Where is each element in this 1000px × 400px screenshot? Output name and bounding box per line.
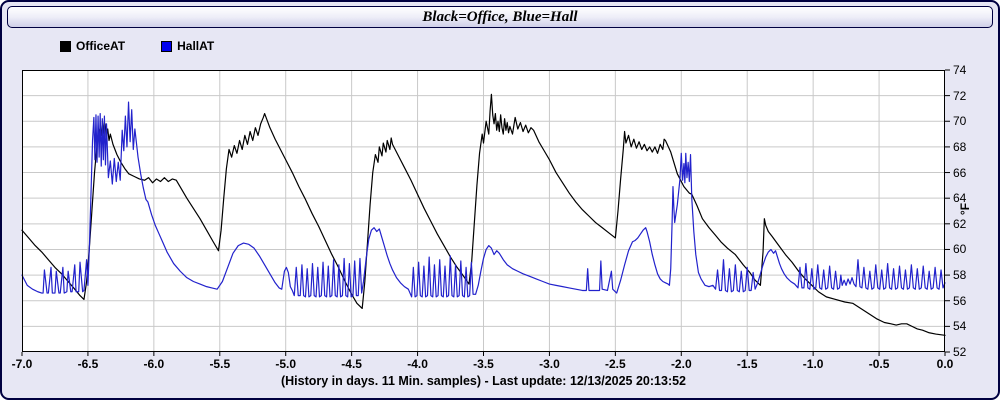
y-axis-unit-label: °F xyxy=(958,202,973,216)
legend-item-hall: HallAT xyxy=(161,39,214,53)
y-tick-label: 58 xyxy=(953,268,967,283)
y-tick-label: 52 xyxy=(953,345,967,359)
y-tick-label: 74 xyxy=(953,63,967,77)
x-tick-label: -3.0 xyxy=(539,357,560,371)
x-tick-label: -7.0 xyxy=(11,357,33,371)
y-tick-label: 60 xyxy=(953,242,967,257)
y-tick-label: 54 xyxy=(953,319,967,334)
legend: OfficeAT HallAT xyxy=(60,39,214,53)
x-tick-label: -5.0 xyxy=(275,357,297,371)
hall-series-swatch-icon xyxy=(161,40,173,52)
series-line-hallat xyxy=(21,101,946,298)
y-tick-label: 72 xyxy=(953,88,967,103)
plot-area xyxy=(21,69,950,356)
chart-canvas xyxy=(21,69,950,356)
x-tick-label: -4.5 xyxy=(341,357,362,371)
x-tick-label: -1.0 xyxy=(802,357,824,371)
x-tick-label: -3.5 xyxy=(473,357,494,371)
x-tick-label: -0.5 xyxy=(868,357,890,371)
y-tick-label: 68 xyxy=(953,139,967,154)
legend-label-hall: HallAT xyxy=(177,39,215,53)
x-tick-label: -2.0 xyxy=(670,357,692,371)
y-tick-label: 56 xyxy=(953,293,967,308)
x-tick-label: -2.5 xyxy=(605,357,626,371)
plot-frame xyxy=(22,70,945,352)
series-line-officeat xyxy=(21,93,946,336)
y-tick-label: 64 xyxy=(953,191,967,206)
x-tick-label: -1.5 xyxy=(736,357,758,371)
y-tick-label: 62 xyxy=(953,216,967,231)
x-tick-label: 0.0 xyxy=(936,357,954,371)
office-series-swatch-icon xyxy=(60,40,71,52)
legend-label-office: OfficeAT xyxy=(76,39,126,53)
chart-title: Black=Office, Blue=Hall xyxy=(422,9,578,25)
x-tick-label: -6.5 xyxy=(77,357,99,371)
x-tick-label: -4.0 xyxy=(407,357,428,371)
legend-item-office: OfficeAT xyxy=(60,39,125,53)
chart-title-bar: Black=Office, Blue=Hall xyxy=(7,6,993,28)
chart-footer: (History in days. 11 Min. samples) - Las… xyxy=(280,374,687,388)
x-tick-label: -6.0 xyxy=(143,357,165,371)
y-tick-label: 70 xyxy=(953,114,967,129)
y-tick-label: 66 xyxy=(953,165,967,180)
x-tick-label: -5.5 xyxy=(209,357,231,371)
